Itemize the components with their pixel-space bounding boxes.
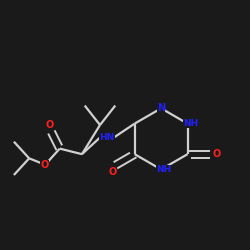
- Text: O: O: [40, 160, 48, 170]
- Text: O: O: [212, 149, 221, 159]
- Text: N: N: [157, 103, 165, 113]
- Text: O: O: [45, 120, 53, 130]
- Text: NH: NH: [183, 119, 198, 128]
- Text: HN: HN: [99, 133, 114, 142]
- Text: O: O: [108, 167, 117, 177]
- Text: NH: NH: [156, 165, 172, 174]
